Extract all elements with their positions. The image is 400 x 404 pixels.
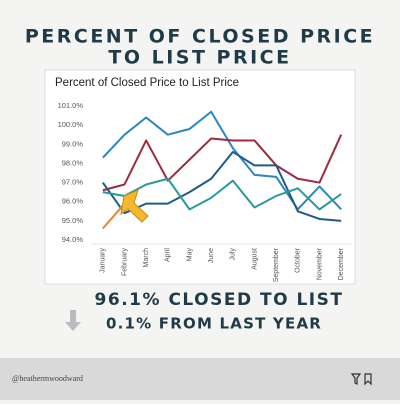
cursor-arrow xyxy=(120,189,149,223)
heading-line: TO LIST PRICE xyxy=(108,47,291,69)
series-line xyxy=(102,110,342,211)
y-tick-label: 98.0% xyxy=(62,158,84,167)
x-tick-label: August xyxy=(251,248,258,270)
x-tick-label: September xyxy=(273,247,280,282)
x-tick-label: December xyxy=(338,247,345,280)
x-tick-label: February xyxy=(121,248,128,277)
series-line xyxy=(102,150,342,222)
y-tick-label: 94.0% xyxy=(62,235,84,244)
x-tick-label: April xyxy=(165,248,172,262)
chart-title: Percent of Closed Price to List Price xyxy=(55,77,239,89)
y-tick-label: 101.0% xyxy=(58,101,84,110)
y-tick-label: 95.0% xyxy=(62,216,84,225)
bookmark-icon[interactable] xyxy=(364,373,372,386)
x-tick-label: October xyxy=(295,247,302,273)
x-tick-label: January xyxy=(100,248,107,273)
down-arrow-icon xyxy=(65,310,81,331)
footer-bar xyxy=(0,358,400,400)
x-tick-label: June xyxy=(208,248,215,263)
footer-handle: @heathermwoodward xyxy=(12,374,83,383)
y-tick-label: 99.0% xyxy=(62,139,84,148)
x-tick-label: July xyxy=(230,248,237,261)
filter-icon[interactable] xyxy=(350,373,362,385)
plot: 94.0% 95.0% 96.0% 97.0% 98.0% 99.0% 100.0% 101.… xyxy=(58,101,352,282)
stat-change: 0.1% FROM LAST YEAR xyxy=(106,315,322,333)
chart-card xyxy=(44,69,356,285)
y-tick-label: 100.0% xyxy=(58,120,84,129)
y-tick-label: 96.0% xyxy=(62,197,84,206)
heading-line: PERCENT OF CLOSED PRICE xyxy=(25,26,375,48)
y-tick-label: 97.0% xyxy=(62,178,84,187)
stat-headline: 96.1% CLOSED TO LIST xyxy=(95,290,344,310)
series-line xyxy=(102,177,342,211)
x-tick-label: November xyxy=(316,247,323,280)
series-line xyxy=(102,134,343,192)
x-tick-label: March xyxy=(143,248,150,268)
series-line xyxy=(102,202,126,230)
x-tick-label: May xyxy=(186,248,193,262)
